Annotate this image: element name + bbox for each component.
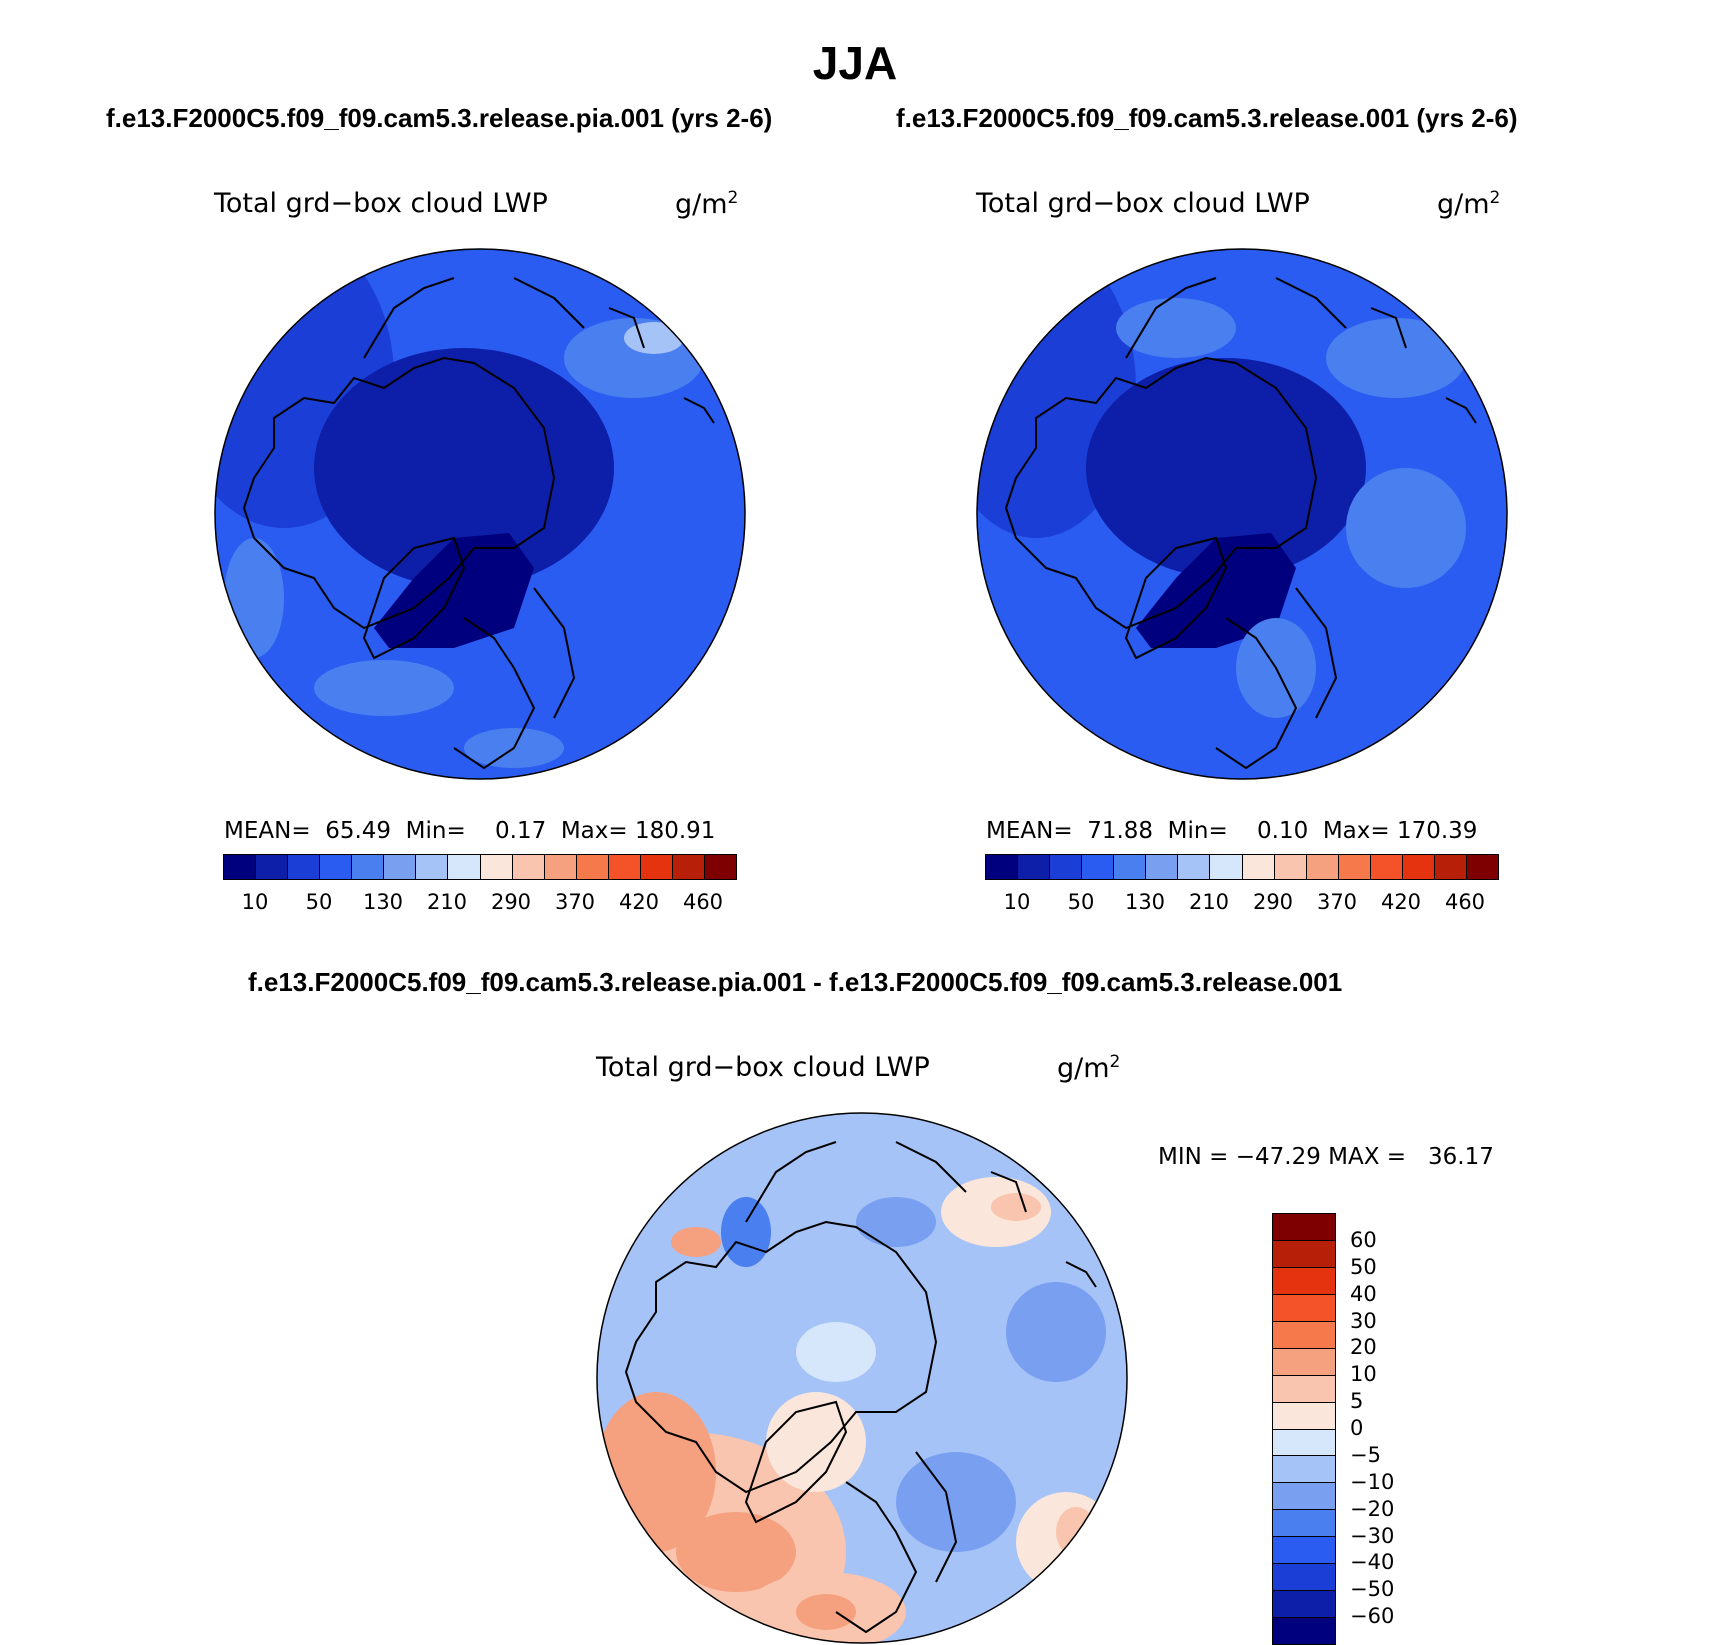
right-colorbar-label: 50 [1067, 890, 1095, 914]
right-colorbar-label: 290 [1252, 890, 1294, 914]
diff-colorbar-box [1273, 1294, 1335, 1322]
left-colorbar-box [544, 855, 577, 879]
left-colorbar-label: 130 [362, 890, 404, 914]
right-colorbar-box [1146, 855, 1179, 879]
diff-colorbar-box [1273, 1537, 1335, 1565]
diff-colorbar-box [1273, 1321, 1335, 1349]
left-colorbar-box [384, 855, 417, 879]
right-colorbar-box [1082, 855, 1115, 879]
figure-title: JJA [812, 37, 898, 89]
diff-colorbar-box [1273, 1429, 1335, 1457]
right-colorbar-box [1210, 855, 1243, 879]
right-colorbar-box [1370, 855, 1403, 879]
left-colorbar-box [288, 855, 321, 879]
right-colorbar-box [1274, 855, 1307, 879]
diff-colorbar-label: 0 [1350, 1416, 1364, 1440]
diff-colorbar-box [1273, 1510, 1335, 1538]
left-case-title: f.e13.F2000C5.f09_f09.cam5.3.release.pia… [106, 103, 773, 133]
diff-colorbar [1272, 1213, 1336, 1645]
diff-case-title: f.e13.F2000C5.f09_f09.cam5.3.release.pia… [248, 967, 1343, 997]
left-unit: g/m2 [675, 188, 739, 220]
right-colorbar-label: 10 [1003, 890, 1031, 914]
diff-colorbar-label: −60 [1350, 1604, 1395, 1629]
right-case-title: f.e13.F2000C5.f09_f09.cam5.3.release.001… [896, 103, 1518, 133]
left-colorbar-box [224, 855, 257, 879]
left-colorbar-box [704, 855, 736, 879]
diff-colorbar-box [1273, 1564, 1335, 1592]
left-colorbar-label: 10 [241, 890, 269, 914]
diff-stats: MIN = −47.29 MAX = 36.17 [1158, 1144, 1494, 1170]
diff-colorbar-label: −50 [1350, 1577, 1395, 1602]
left-colorbar-label: 290 [490, 890, 532, 914]
left-stats: MEAN= 65.49 Min= 0.17 Max= 180.91 [224, 818, 716, 844]
right-unit: g/m2 [1437, 188, 1501, 220]
left-polar-map [214, 248, 746, 780]
left-colorbar-box [352, 855, 385, 879]
diff-colorbar-label: 30 [1350, 1308, 1377, 1333]
right-colorbar-label: 460 [1444, 890, 1486, 914]
diff-colorbar-label: −40 [1350, 1550, 1395, 1575]
left-colorbar [223, 854, 737, 880]
diff-colorbar-box [1273, 1240, 1335, 1268]
left-colorbar-box [608, 855, 641, 879]
right-stats: MEAN= 71.88 Min= 0.10 Max= 170.39 [986, 818, 1478, 844]
right-colorbar-box [1466, 855, 1498, 879]
diff-colorbar-box [1273, 1618, 1335, 1644]
right-colorbar-box [986, 855, 1019, 879]
diff-colorbar-label: 50 [1350, 1254, 1377, 1279]
left-colorbar-label: 460 [682, 890, 724, 914]
left-colorbar-box [256, 855, 289, 879]
left-colorbar-label: 50 [305, 890, 333, 914]
left-colorbar-label: 370 [554, 890, 596, 914]
right-colorbar-label: 130 [1124, 890, 1166, 914]
diff-colorbar-box [1273, 1402, 1335, 1430]
right-colorbar-box [1050, 855, 1083, 879]
left-colorbar-box [576, 855, 609, 879]
diff-colorbar-label: 20 [1350, 1335, 1377, 1360]
right-colorbar-label: 420 [1380, 890, 1422, 914]
right-field-title: Total grd−box cloud LWP [976, 188, 1310, 219]
diff-colorbar-box [1273, 1591, 1335, 1619]
left-colorbar-box [672, 855, 705, 879]
right-colorbar-box [1434, 855, 1467, 879]
diff-colorbar-box [1273, 1214, 1335, 1241]
diff-colorbar-label: 60 [1350, 1227, 1377, 1252]
diff-polar-map [596, 1112, 1128, 1644]
diff-colorbar-label: −10 [1350, 1469, 1395, 1494]
diff-colorbar-box [1273, 1375, 1335, 1403]
right-colorbar-box [1242, 855, 1275, 879]
diff-colorbar-box [1273, 1348, 1335, 1376]
right-colorbar-box [1178, 855, 1211, 879]
left-colorbar-box [512, 855, 545, 879]
left-colorbar-box [640, 855, 673, 879]
left-colorbar-label: 210 [426, 890, 468, 914]
right-polar-map [976, 248, 1508, 780]
diff-colorbar-label: −5 [1350, 1442, 1381, 1467]
diff-colorbar-label: 40 [1350, 1281, 1377, 1306]
right-colorbar-box [1402, 855, 1435, 879]
right-colorbar-label: 370 [1316, 890, 1358, 914]
left-colorbar-label: 420 [618, 890, 660, 914]
diff-colorbar-box [1273, 1483, 1335, 1511]
left-field-title: Total grd−box cloud LWP [214, 188, 548, 219]
left-colorbar-box [416, 855, 449, 879]
diff-unit: g/m2 [1057, 1052, 1121, 1084]
diff-field-title: Total grd−box cloud LWP [596, 1052, 930, 1083]
diff-colorbar-box [1273, 1456, 1335, 1484]
left-colorbar-box [448, 855, 481, 879]
left-colorbar-box [480, 855, 513, 879]
right-colorbar-box [1338, 855, 1371, 879]
diff-colorbar-label: −20 [1350, 1496, 1395, 1521]
diff-colorbar-label: 10 [1350, 1362, 1377, 1387]
right-colorbar-box [1306, 855, 1339, 879]
right-colorbar-label: 210 [1188, 890, 1230, 914]
right-colorbar-box [1114, 855, 1147, 879]
left-colorbar-box [320, 855, 353, 879]
diff-colorbar-box [1273, 1267, 1335, 1295]
diff-colorbar-label: 5 [1350, 1389, 1364, 1414]
right-colorbar-box [1018, 855, 1051, 879]
diff-colorbar-label: −30 [1350, 1523, 1395, 1548]
right-colorbar [985, 854, 1499, 880]
